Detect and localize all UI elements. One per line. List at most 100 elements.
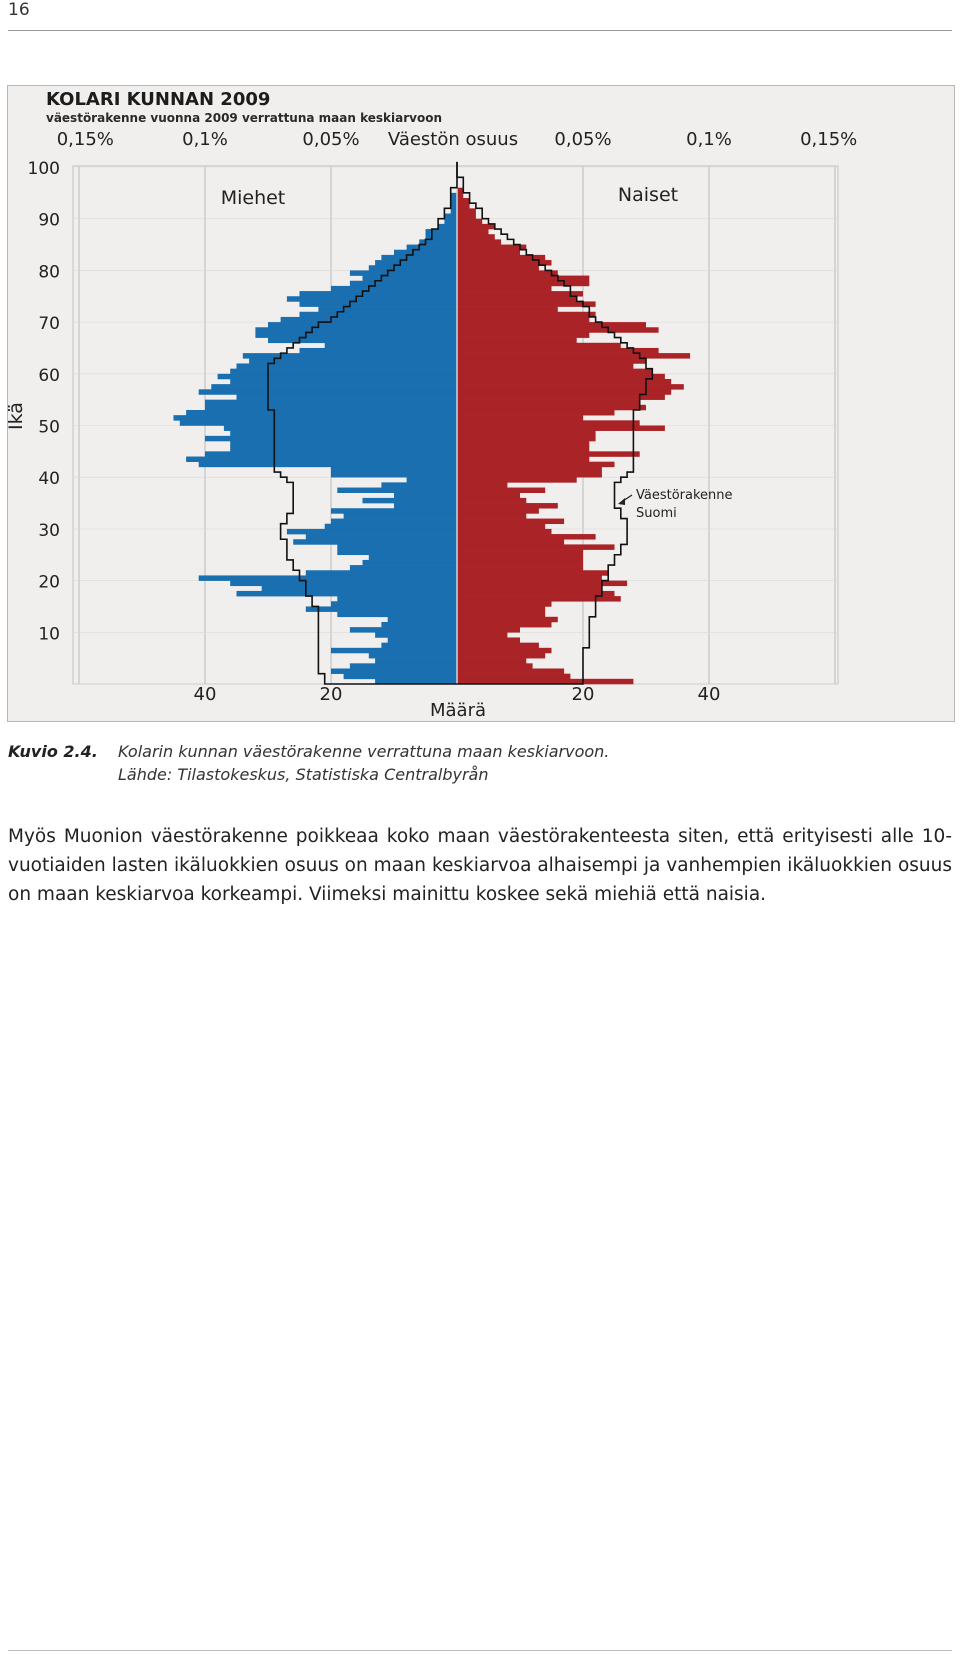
bar-women (457, 291, 583, 297)
caption-label: Kuvio 2.4. (8, 742, 98, 761)
y-tick-label: 10 (38, 624, 60, 644)
bottom-tick-label: 40 (194, 684, 217, 705)
bar-men (173, 415, 457, 421)
bar-men (381, 621, 457, 628)
top-tick-label: 0,1% (182, 129, 228, 150)
bar-women (457, 580, 628, 587)
bar-women (457, 528, 552, 535)
bar-men (331, 647, 457, 654)
bar-men (343, 513, 457, 519)
bar-women (457, 523, 546, 530)
bar-men (349, 270, 457, 276)
bar-women (457, 389, 672, 395)
bar-women (457, 461, 615, 468)
top-tick-label: 0,15% (800, 129, 857, 150)
bar-women (457, 575, 602, 581)
bar-men (255, 332, 457, 338)
bar-men (205, 404, 457, 411)
bar-men (261, 585, 457, 592)
bar-men (198, 575, 457, 581)
bar-men (362, 497, 457, 504)
body-paragraph: Myös Muonion väestörakenne poikkeaa koko… (8, 826, 952, 905)
bar-women (457, 652, 546, 659)
bar-men (343, 673, 457, 680)
bar-women (457, 611, 546, 618)
bar-men (349, 663, 457, 669)
bar-men (425, 229, 457, 235)
bar-men (394, 492, 457, 499)
bar-men (331, 472, 457, 478)
bar-women (457, 544, 615, 550)
bar-men (419, 239, 457, 245)
bar-men (444, 213, 457, 219)
bar-men (362, 275, 457, 282)
women-label: Naiset (618, 184, 678, 206)
y-tick-label: 30 (38, 521, 60, 541)
bar-men (375, 632, 457, 638)
y-tick-label: 20 (38, 573, 60, 593)
y-tick-label: 60 (38, 366, 60, 386)
bar-women (457, 663, 533, 669)
bar-women (457, 306, 558, 313)
bar-women (457, 285, 552, 292)
bottom-tick-label: 20 (320, 684, 343, 705)
bar-women (457, 446, 590, 452)
bar-men (324, 523, 457, 530)
men-label: Miehet (221, 187, 286, 209)
bar-men (205, 399, 457, 406)
bar-women (457, 487, 546, 494)
bar-men (368, 265, 457, 271)
bar-men (286, 296, 457, 302)
bar-men (331, 285, 457, 292)
bar-women (457, 637, 520, 643)
bar-men (331, 518, 457, 525)
bar-men (324, 342, 457, 349)
bar-men (337, 549, 457, 556)
bar-men (198, 461, 457, 468)
bar-women (457, 492, 520, 499)
bar-women (457, 296, 577, 302)
bar-women (457, 513, 527, 519)
bar-women (457, 373, 665, 380)
bar-women (457, 358, 646, 364)
bar-men (318, 306, 457, 313)
bar-women (457, 673, 571, 680)
bar-men (249, 358, 457, 364)
bar-women (457, 399, 640, 406)
chart-subtitle: väestörakenne vuonna 2009 verrattuna maa… (46, 111, 442, 125)
bar-men (223, 425, 457, 431)
top-tick-label: 0,15% (57, 129, 114, 150)
bar-women (457, 203, 470, 209)
bar-men (280, 316, 457, 323)
bar-women (457, 549, 583, 556)
bar-men (349, 565, 457, 571)
bar-men (236, 590, 457, 597)
top-tick-label: 0,1% (686, 129, 732, 150)
bar-women (457, 606, 546, 612)
outline-finland-women (456, 161, 654, 685)
bar-men (450, 192, 457, 199)
top-rule (8, 30, 952, 31)
bar-men (331, 508, 457, 514)
bar-men (349, 627, 457, 633)
bar-men (381, 642, 457, 649)
y-tick-label: 90 (38, 211, 60, 231)
bar-women (457, 415, 583, 421)
bar-women (457, 347, 659, 354)
bar-women (457, 409, 615, 416)
bar-men (368, 554, 457, 561)
bar-men (299, 347, 457, 354)
y-tick-label: 80 (38, 262, 60, 282)
bar-women (457, 508, 539, 514)
bar-men (217, 373, 457, 380)
bar-women (457, 394, 665, 400)
bar-women (457, 332, 590, 338)
bar-women (457, 565, 583, 571)
bar-women (457, 244, 527, 251)
bar-men (230, 430, 457, 437)
bar-men (236, 363, 457, 369)
bar-men (425, 234, 457, 240)
bar-women (457, 503, 558, 509)
outline-finland-men (267, 161, 458, 685)
y-tick-label: 50 (38, 418, 60, 438)
